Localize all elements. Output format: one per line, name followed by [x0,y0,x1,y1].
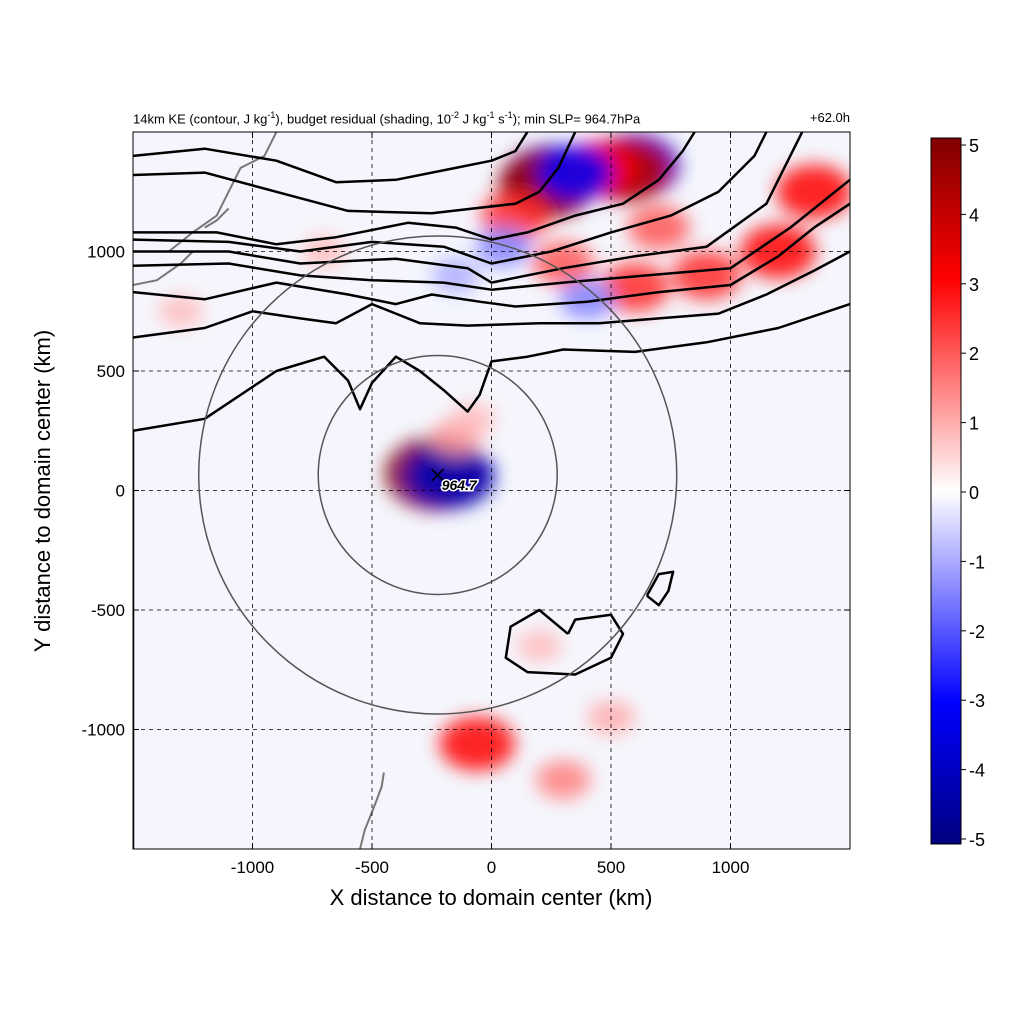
colorbar-tick-label: 2 [969,344,979,364]
ke-contour-8 [133,302,850,433]
x-tick-label: -1000 [231,858,274,877]
center-marker-group: 964.7 [431,468,479,494]
shading-blob-25 [516,629,562,662]
y-tick-label: 500 [97,362,125,381]
shading-blob-21 [449,402,495,435]
ke-contour-1 [133,132,577,215]
y-tick-label: -1000 [82,721,125,740]
colorbar-tick-label: 4 [969,205,979,225]
residual-shading [158,133,850,800]
axis-ticks: -1000 -500 0 500 1000 -1000 -500 0 500 1000 [82,132,850,877]
center-marker [431,468,445,482]
shading-blob-10 [672,250,741,300]
colorbar-tick-label: -2 [969,622,985,642]
y-tick-label: -500 [91,601,125,620]
ke-contour-5 [133,178,850,291]
coastline-2 [204,207,230,229]
shading-blob-5 [537,145,613,200]
colorbar-tick-label: 1 [969,414,979,434]
ke-contour-11 [645,570,675,607]
colorbar-tick-label: -5 [969,830,985,850]
coastline-3 [359,772,385,849]
ke-contour-7 [133,250,850,339]
shading-blob-15 [431,258,480,293]
colorbar-tick-label: 5 [969,136,979,156]
min-slp-label: 964.7 [442,477,478,493]
shading-blob-13 [628,205,690,250]
colorbar-tick-label: 3 [969,275,979,295]
radius-circle-0 [317,354,558,596]
ke-contours [133,132,850,849]
y-tick-label: 1000 [87,243,125,262]
radius-circles [197,235,678,715]
x-tick-label: 0 [487,858,496,877]
time-label: +62.0h [809,110,850,125]
radius-circle-1 [197,235,678,715]
colorbar-tick-label: 0 [969,483,979,503]
colorbar-ticks: 5 4 3 2 1 0 -1 -2 -3 -4 -5 [961,136,985,850]
chart-title: 14km KE (contour, J kg-1), budget residu… [133,110,641,127]
shading-blob-22 [439,716,515,771]
y-axis-label: Y distance to domain center (km) [30,330,55,652]
shading-blob-17 [158,295,204,328]
shading-blob-23 [535,760,591,800]
x-tick-label: 1000 [712,858,750,877]
shading-blob-7 [476,227,531,267]
colorbar-tick-label: -1 [969,552,985,572]
ke-contour-4 [133,132,804,284]
x-tick-label: -500 [355,858,389,877]
x-tick-label: 500 [597,858,625,877]
colorbar-tick-label: -3 [969,691,985,711]
ke-contour-2 [133,132,696,246]
ke-contour-6 [133,202,850,308]
coastline-1 [133,250,194,286]
x-axis-label: X distance to domain center (km) [330,885,653,910]
shading-blob-14 [559,279,615,319]
shading-blob-12 [776,164,850,219]
ke-contour-0 [133,132,529,184]
y-tick-label: 0 [116,482,125,501]
shading-blob-19 [404,444,495,509]
shading-blob-11 [740,224,817,279]
colorbar [930,137,962,845]
colorbar-tick-label: -4 [969,761,985,781]
ke-contour-3 [133,132,768,265]
ke-contour-10 [504,608,625,676]
